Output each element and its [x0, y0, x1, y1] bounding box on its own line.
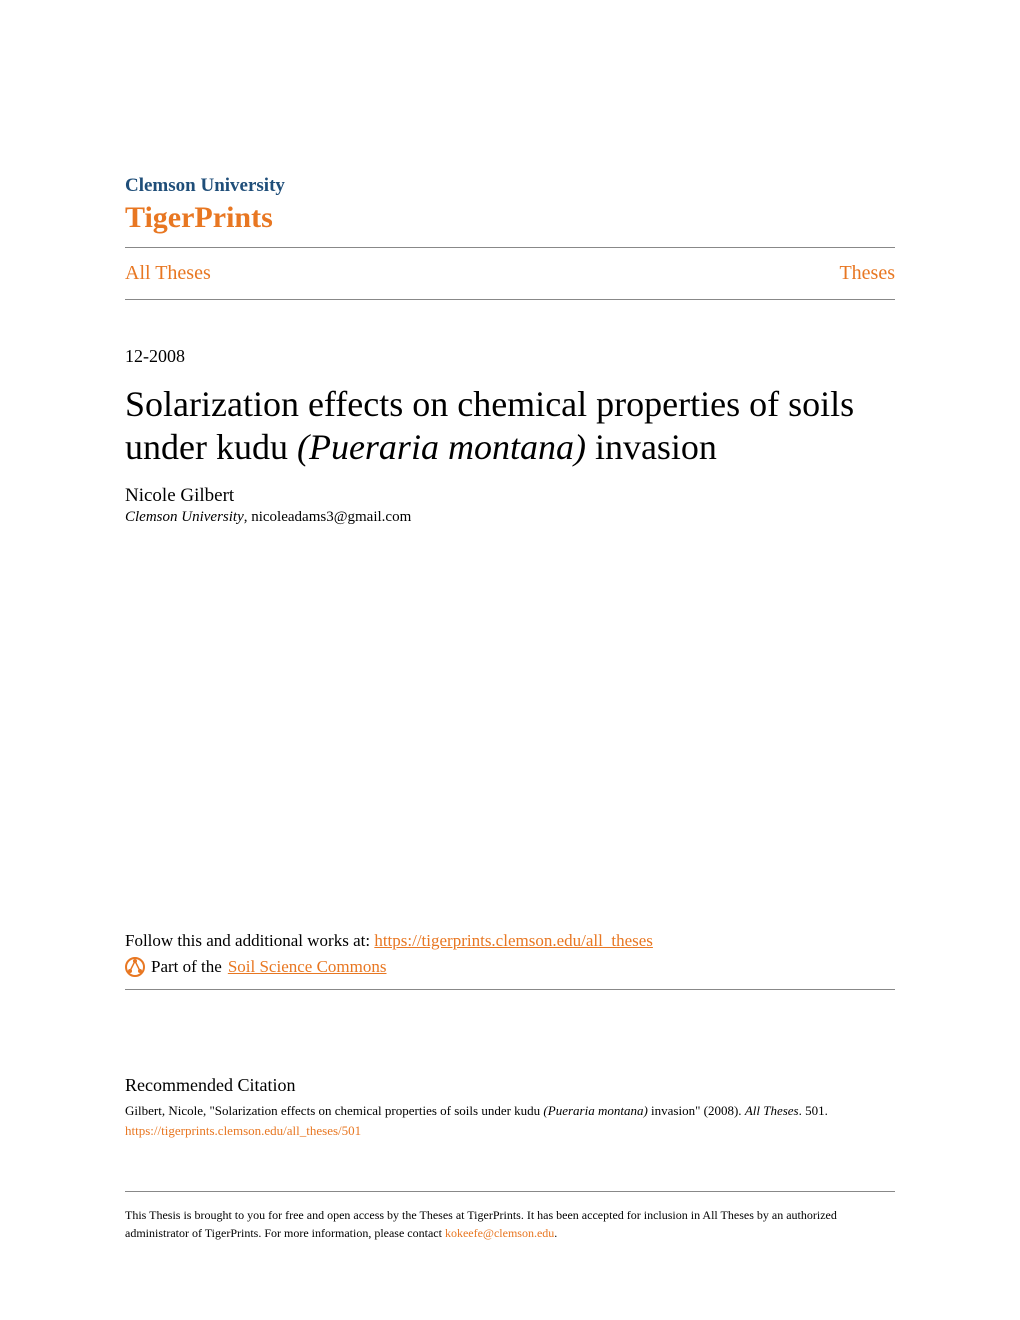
follow-link[interactable]: https://tigerprints.clemson.edu/all_thes…	[374, 931, 653, 950]
paper-title: Solarization effects on chemical propert…	[125, 383, 895, 469]
author-name: Nicole Gilbert	[125, 485, 895, 507]
footer-suffix: .	[554, 1226, 557, 1240]
follow-text: Follow this and additional works at: htt…	[125, 931, 895, 951]
citation-i1: (Pueraria montana)	[543, 1103, 647, 1118]
footer-email-link[interactable]: kokeefe@clemson.edu	[445, 1226, 554, 1240]
divider-nav	[125, 299, 895, 300]
header-block: Clemson University TigerPrints	[125, 175, 895, 235]
follow-prefix: Follow this and additional works at:	[125, 931, 374, 950]
institution: Clemson University	[125, 509, 244, 525]
citation-p1: Gilbert, Nicole, "Solarization effects o…	[125, 1103, 543, 1118]
citation-i2: All Theses	[745, 1103, 799, 1118]
follow-section: Follow this and additional works at: htt…	[125, 931, 895, 990]
university-name: Clemson University	[125, 175, 895, 197]
nav-all-theses[interactable]: All Theses	[125, 262, 211, 285]
title-part2: invasion	[586, 427, 717, 467]
citation-text: Gilbert, Nicole, "Solarization effects o…	[125, 1102, 895, 1140]
author-affiliation: Clemson University, nicoleadams3@gmail.c…	[125, 509, 895, 526]
divider-follow	[125, 989, 895, 990]
citation-section: Recommended Citation Gilbert, Nicole, "S…	[125, 1061, 895, 1140]
nav-theses[interactable]: Theses	[839, 262, 895, 285]
partof-link[interactable]: Soil Science Commons	[228, 957, 387, 977]
title-italic: (Pueraria montana)	[297, 427, 586, 467]
citation-p3: . 501.	[799, 1103, 828, 1118]
citation-header: Recommended Citation	[125, 1075, 895, 1096]
repository-name[interactable]: TigerPrints	[125, 201, 895, 235]
footer-text: This Thesis is brought to you for free a…	[125, 1206, 895, 1242]
footer-section: This Thesis is brought to you for free a…	[125, 1191, 895, 1242]
author-email: , nicoleadams3@gmail.com	[244, 509, 412, 525]
network-icon	[125, 957, 145, 977]
citation-link[interactable]: https://tigerprints.clemson.edu/all_thes…	[125, 1122, 895, 1140]
publication-date: 12-2008	[125, 346, 895, 367]
part-of-row: Part of the Soil Science Commons	[125, 957, 895, 977]
nav-row: All Theses Theses	[125, 248, 895, 299]
partof-prefix: Part of the	[151, 957, 222, 977]
citation-p2: invasion" (2008).	[648, 1103, 745, 1118]
divider-footer	[125, 1191, 895, 1192]
